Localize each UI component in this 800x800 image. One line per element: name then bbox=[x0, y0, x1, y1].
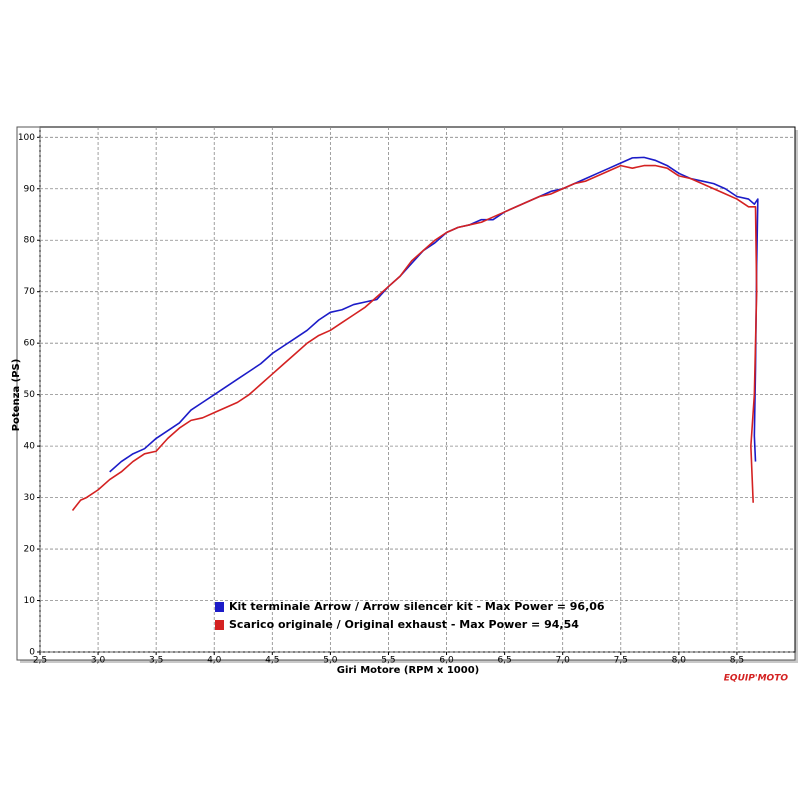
y-tick-label: 40 bbox=[24, 442, 36, 452]
legend-swatch bbox=[215, 620, 224, 630]
legend-label: Scarico originale / Original exhaust - M… bbox=[229, 618, 579, 631]
x-tick-label: 7,5 bbox=[614, 656, 628, 666]
y-tick-label: 20 bbox=[24, 545, 36, 555]
x-tick-label: 3,0 bbox=[91, 656, 106, 666]
x-axis-title: Giri Motore (RPM x 1000) bbox=[337, 665, 480, 676]
plot-area bbox=[39, 126, 796, 653]
y-tick-label: 0 bbox=[29, 648, 35, 658]
legend-label: Kit terminale Arrow / Arrow silencer kit… bbox=[229, 600, 605, 613]
y-tick-label: 50 bbox=[24, 390, 36, 400]
legend-swatch bbox=[215, 602, 224, 612]
x-tick-label: 3,5 bbox=[149, 656, 163, 666]
x-tick-label: 4,0 bbox=[207, 656, 222, 666]
x-tick-label: 6,5 bbox=[497, 656, 511, 666]
x-tick-label: 5,5 bbox=[381, 656, 395, 666]
y-tick-label: 100 bbox=[18, 133, 35, 143]
x-tick-label: 8,5 bbox=[730, 656, 744, 666]
y-tick-label: 80 bbox=[24, 236, 36, 246]
x-tick-label: 6,0 bbox=[439, 656, 454, 666]
x-tick-label: 2,5 bbox=[33, 656, 47, 666]
y-tick-label: 10 bbox=[24, 596, 36, 606]
y-tick-label: 30 bbox=[24, 493, 36, 503]
y-tick-label: 90 bbox=[24, 184, 36, 194]
series-line bbox=[71, 164, 758, 511]
x-tick-label: 5,0 bbox=[323, 656, 338, 666]
y-axis-title: Potenza (PS) bbox=[11, 359, 22, 432]
y-tick-label: 60 bbox=[24, 339, 36, 349]
x-tick-label: 7,0 bbox=[556, 656, 571, 666]
x-tick-label: 4,5 bbox=[265, 656, 279, 666]
watermark: EQUIP'MOTO bbox=[724, 674, 789, 684]
y-tick-label: 70 bbox=[24, 287, 36, 297]
x-tick-label: 8,0 bbox=[672, 656, 687, 666]
